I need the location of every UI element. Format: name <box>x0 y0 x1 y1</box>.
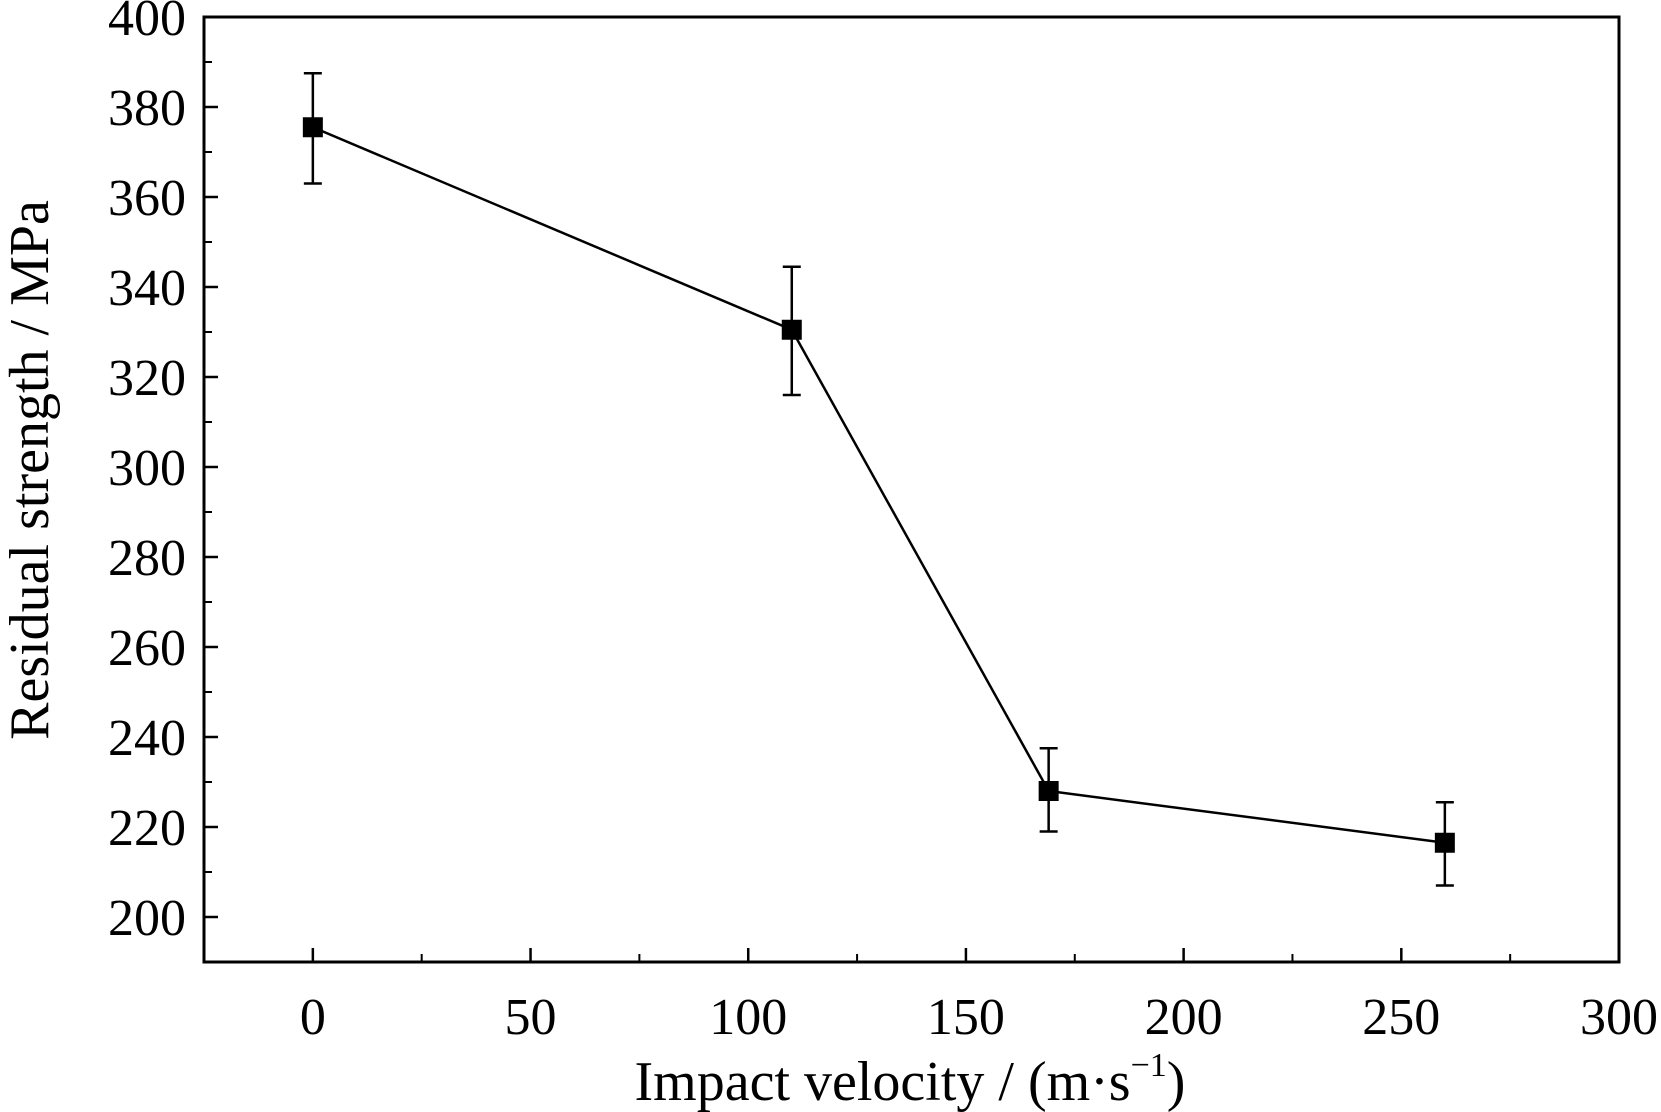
x-tick-label: 300 <box>1580 989 1658 1046</box>
x-tick-label: 200 <box>1145 989 1223 1046</box>
y-tick-label: 360 <box>108 170 186 227</box>
plot-frame <box>202 15 1621 964</box>
y-tick-label: 400 <box>108 0 186 47</box>
y-axis-title: Residual strength / MPa <box>0 200 61 740</box>
x-axis-title: Impact velocity / (m·s−1) <box>635 1047 1186 1112</box>
x-tick-label: 50 <box>505 989 557 1046</box>
y-tick-label: 300 <box>108 440 186 497</box>
x-tick-label: 100 <box>709 989 787 1046</box>
data-point-square <box>1434 832 1455 853</box>
y-tick-label: 320 <box>108 350 186 407</box>
data-marks <box>302 72 1455 887</box>
x-tick-label: 250 <box>1362 989 1440 1046</box>
y-tick-label: 340 <box>108 260 186 317</box>
data-point-square <box>781 319 802 340</box>
axes: 0 50 100 150 200 250 300 200 220 240 260 280 300 320 3… <box>108 0 1658 1046</box>
y-tick-label: 200 <box>108 890 186 947</box>
data-point-square <box>302 117 323 138</box>
data-point-square <box>1038 781 1059 801</box>
y-tick-label: 220 <box>108 800 186 857</box>
y-tick-label: 240 <box>108 710 186 767</box>
y-tick-label: 260 <box>108 620 186 677</box>
y-tick-label: 280 <box>108 530 186 587</box>
x-tick-label: 0 <box>300 989 326 1046</box>
y-tick-label: 380 <box>108 80 186 137</box>
x-tick-label: 150 <box>927 989 1005 1046</box>
series-line <box>312 126 1446 844</box>
